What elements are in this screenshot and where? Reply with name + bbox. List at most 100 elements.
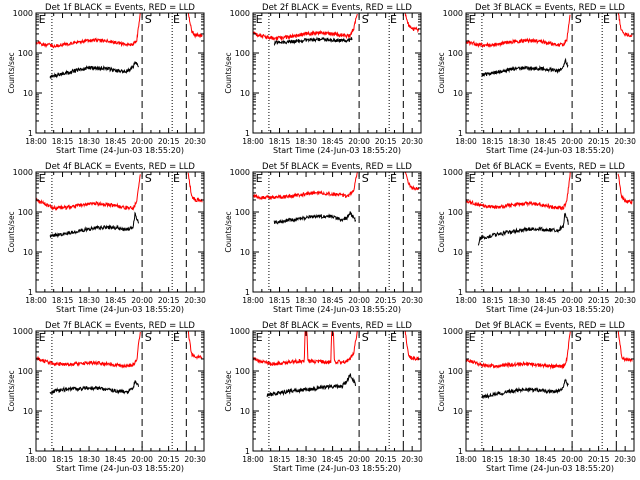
y-tick-label: 100 (235, 208, 250, 217)
event-marker-label: S (362, 172, 369, 185)
x-tick-label: 18:30 (508, 296, 530, 305)
event-marker-label: E (390, 13, 397, 26)
x-tick-label: 18:15 (269, 137, 291, 146)
y-tick-label: 1 (458, 129, 463, 138)
plot-frame (465, 171, 635, 293)
event-marker-label: E (173, 172, 180, 185)
events-series-line (273, 211, 356, 225)
chart-panel-3: Det 3f BLACK = Events, RED = LLD 1 10 100 10… (437, 3, 636, 155)
x-tick-label: 20:15 (588, 296, 610, 305)
x-tick-label: 20:00 (561, 137, 583, 146)
x-tick-label: 18:45 (535, 455, 557, 464)
y-tick-label: 100 (18, 367, 33, 376)
lld-series-line (187, 331, 203, 360)
x-axis-title: Start Time (24-Jun-03 18:55:20) (273, 464, 401, 473)
y-axis-title: Counts/sec (224, 52, 233, 93)
series-group (36, 172, 203, 239)
x-tick-label: 20:00 (131, 137, 153, 146)
lld-series-line (36, 331, 141, 369)
y-tick-label: 10 (240, 248, 250, 257)
event-marker-label: S (575, 13, 582, 26)
panel-title: Det 6f BLACK = Events, RED = LLD (475, 162, 625, 172)
events-series-line (481, 57, 569, 78)
x-tick-label: 20:30 (614, 137, 636, 146)
lld-series-line (617, 331, 633, 363)
series-group (466, 13, 633, 78)
y-tick-label: 10 (453, 407, 463, 416)
x-tick-label: 18:45 (322, 296, 344, 305)
panel-title: Det 3f BLACK = Events, RED = LLD (475, 3, 625, 13)
y-tick-label: 100 (448, 208, 463, 217)
x-axis-title: Start Time (24-Jun-03 18:55:20) (486, 305, 614, 314)
x-tick-label: 18:30 (295, 296, 317, 305)
panel-title: Det 1f BLACK = Events, RED = LLD (45, 3, 195, 13)
x-tick-label: 20:30 (184, 137, 206, 146)
event-marker-label: E (173, 331, 180, 344)
lld-series-line (404, 13, 420, 34)
x-tick-label: 18:45 (535, 296, 557, 305)
x-axis-title: Start Time (24-Jun-03 18:55:20) (56, 305, 184, 314)
x-tick-label: 18:15 (52, 296, 74, 305)
plot-frame (35, 171, 205, 293)
x-tick-label: 20:15 (375, 137, 397, 146)
y-tick-label: 10 (23, 248, 33, 257)
x-tick-label: 18:15 (482, 137, 504, 146)
x-tick-label: 18:30 (78, 296, 100, 305)
x-tick-label: 18:45 (535, 137, 557, 146)
x-axis-title: Start Time (24-Jun-03 18:55:20) (56, 464, 184, 473)
panel-title: Det 8f BLACK = Events, RED = LLD (262, 321, 412, 331)
series-group (253, 331, 420, 397)
x-axis-title: Start Time (24-Jun-03 18:55:20) (56, 146, 184, 155)
event-marker-label: E (469, 172, 476, 185)
series-group (36, 13, 203, 79)
x-axis-title: Start Time (24-Jun-03 18:55:20) (486, 146, 614, 155)
event-marker-label: E (469, 331, 476, 344)
event-marker-label: E (603, 13, 610, 26)
y-tick-label: 1 (28, 447, 33, 456)
y-axis-title: Counts/sec (7, 211, 16, 252)
x-tick-label: 20:30 (401, 137, 423, 146)
events-series-line (49, 61, 139, 79)
event-marker-label: S (575, 331, 582, 344)
panel-title: Det 9f BLACK = Events, RED = LLD (475, 321, 625, 331)
x-tick-label: 20:00 (561, 296, 583, 305)
series-group (253, 172, 420, 225)
y-tick-label: 1000 (13, 9, 33, 18)
events-series-line (49, 211, 139, 239)
x-tick-label: 18:00 (25, 296, 47, 305)
x-tick-label: 18:45 (322, 455, 344, 464)
events-series-line (266, 373, 356, 397)
y-axis-title: Counts/sec (7, 52, 16, 93)
event-marker-label: E (469, 13, 476, 26)
y-tick-label: 10 (453, 248, 463, 257)
x-tick-label: 20:15 (375, 455, 397, 464)
panel-title: Det 7f BLACK = Events, RED = LLD (45, 321, 195, 331)
event-marker-label: S (362, 331, 369, 344)
x-tick-label: 20:00 (348, 455, 370, 464)
y-tick-label: 1 (245, 447, 250, 456)
y-tick-label: 10 (453, 89, 463, 98)
x-tick-label: 18:45 (105, 296, 127, 305)
x-tick-label: 20:00 (131, 296, 153, 305)
y-tick-label: 10 (23, 407, 33, 416)
x-tick-label: 20:00 (348, 296, 370, 305)
x-tick-label: 20:00 (348, 137, 370, 146)
x-tick-label: 18:00 (25, 137, 47, 146)
chart-panel-4: Det 4f BLACK = Events, RED = LLD 1 10 100 10… (7, 162, 206, 314)
y-tick-label: 1 (458, 288, 463, 297)
lld-series-line (253, 331, 358, 367)
chart-panel-2: Det 2f BLACK = Events, RED = LLD 1 10 100 10… (224, 3, 423, 155)
x-tick-label: 18:15 (52, 137, 74, 146)
y-tick-label: 100 (448, 367, 463, 376)
series-group (253, 13, 420, 47)
lld-series-line (466, 172, 571, 211)
y-tick-label: 1000 (230, 327, 250, 336)
x-tick-label: 18:30 (295, 137, 317, 146)
chart-panel-5: Det 5f BLACK = Events, RED = LLD 1 10 100 10… (224, 162, 423, 314)
chart-panel-7: Det 7f BLACK = Events, RED = LLD 1 10 100 10… (7, 321, 206, 473)
panel-title: Det 5f BLACK = Events, RED = LLD (262, 162, 412, 172)
x-tick-label: 18:15 (269, 296, 291, 305)
lld-series-line (404, 331, 420, 362)
x-tick-label: 20:30 (401, 455, 423, 464)
x-tick-label: 18:00 (455, 455, 477, 464)
